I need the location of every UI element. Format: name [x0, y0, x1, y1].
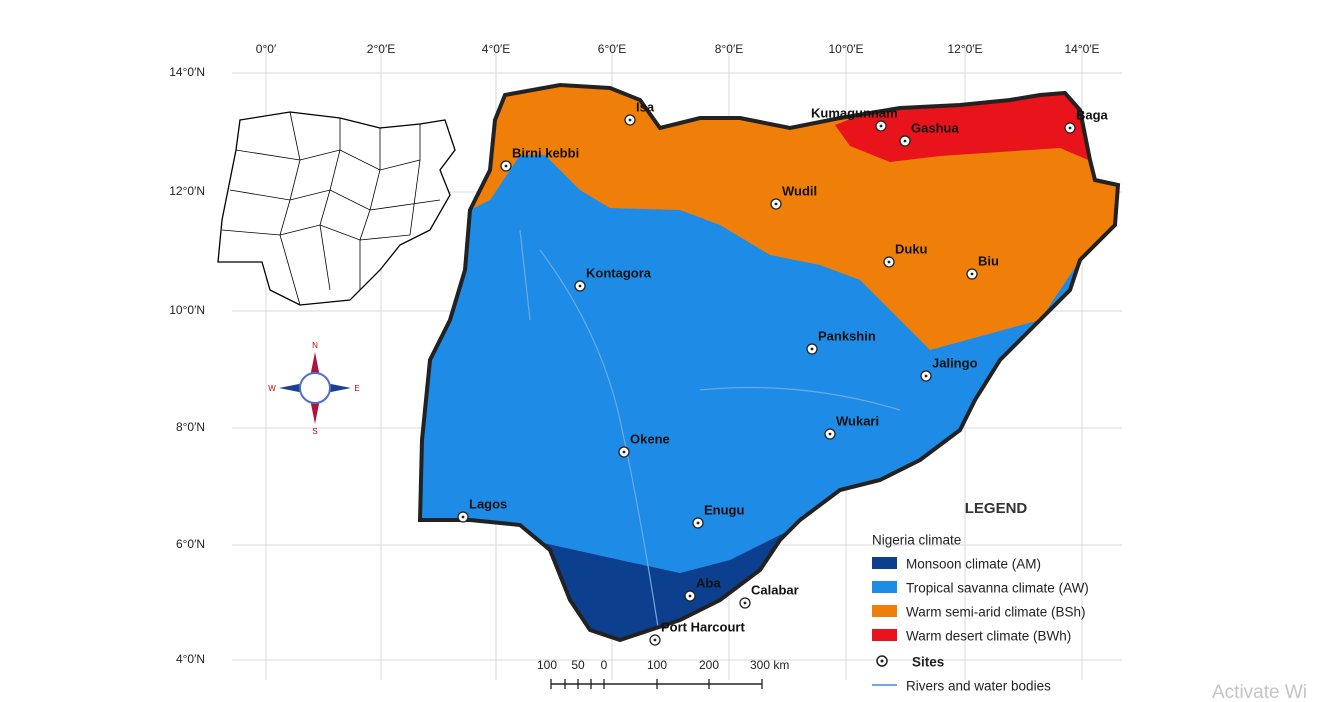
- site-dot: [688, 594, 692, 598]
- legend-label: Warm semi-arid climate (BSh): [906, 605, 1086, 620]
- site-label: Gashua: [911, 120, 959, 135]
- compass-w: W: [268, 384, 276, 393]
- legend-title: LEGEND: [965, 500, 1028, 517]
- rivers: [519, 229, 901, 640]
- lon-label: 2°0′E: [367, 42, 395, 56]
- watermark: Activate Wi: [1212, 682, 1307, 702]
- nigeria-map: [417, 82, 1121, 643]
- lon-label: 12°0′E: [947, 42, 982, 56]
- site-label: Aba: [696, 575, 721, 590]
- scale-label: 100: [647, 658, 667, 672]
- lon-label: 6°0′E: [598, 42, 626, 56]
- scale-bar: 100 50 0 100 200 300 km: [537, 658, 789, 689]
- lon-label: 14°0′E: [1064, 42, 1099, 56]
- lat-label: 14°0′N: [169, 65, 205, 79]
- compass-n: N: [312, 341, 318, 350]
- scale-label: 50: [571, 658, 585, 672]
- scale-label: 300 km: [750, 658, 789, 672]
- site-dot: [903, 139, 907, 143]
- lon-label: 0°0′: [256, 42, 277, 56]
- site-dot: [578, 284, 582, 288]
- lat-label: 12°0′N: [169, 184, 205, 198]
- site-label: Kontagora: [586, 265, 652, 280]
- compass-s: S: [312, 427, 317, 436]
- site-label: Biu: [978, 253, 999, 268]
- legend-sites: Sites: [912, 655, 944, 670]
- site-dot: [622, 450, 626, 454]
- site-label: Wudil: [782, 183, 817, 198]
- legend-group: Nigeria climate: [872, 533, 961, 548]
- site-label: Kumagunnam: [811, 105, 898, 120]
- site-label: Lagos: [469, 496, 507, 511]
- scale-label: 0: [601, 658, 608, 672]
- site-dot: [887, 260, 891, 264]
- site-dot: [879, 124, 883, 128]
- site-label: Baga: [1076, 107, 1109, 122]
- site-dot: [461, 515, 465, 519]
- legend-label: Monsoon climate (AM): [906, 557, 1041, 572]
- site-label: Enugu: [704, 502, 744, 517]
- legend-swatch: [872, 581, 897, 593]
- site-dot: [774, 202, 778, 206]
- site-dot: [924, 374, 928, 378]
- site-label: Port Harcourt: [661, 619, 745, 634]
- lon-label: 8°0′E: [715, 42, 743, 56]
- legend-swatch: [872, 605, 897, 617]
- scale-label: 100: [537, 658, 557, 672]
- compass: N S E W: [268, 341, 359, 436]
- legend-swatch: [872, 629, 897, 641]
- site-label: Duku: [895, 241, 928, 256]
- site-dot: [828, 432, 832, 436]
- site-label: Jalingo: [932, 355, 978, 370]
- legend: LEGEND Nigeria climate Sites Rivers and …: [872, 500, 1089, 694]
- site-dot: [970, 272, 974, 276]
- lon-label: 4°0′E: [482, 42, 510, 56]
- legend-swatch: [872, 557, 897, 569]
- legend-label: Tropical savanna climate (AW): [906, 581, 1089, 596]
- lat-label: 6°0′N: [176, 537, 205, 551]
- lat-label: 8°0′N: [176, 420, 205, 434]
- legend-rivers: Rivers and water bodies: [906, 679, 1051, 694]
- site-dot: [504, 164, 508, 168]
- lon-label: 10°0′E: [828, 42, 863, 56]
- country-border: [417, 82, 1121, 643]
- site-dot: [1068, 126, 1072, 130]
- site-dot: [628, 118, 632, 122]
- inset-map: [217, 111, 456, 306]
- site-dot: [810, 347, 814, 351]
- site-label: Calabar: [751, 582, 799, 597]
- legend-label: Warm desert climate (BWh): [906, 629, 1071, 644]
- site-label: Wukari: [836, 413, 879, 428]
- site-label: Birni kebbi: [512, 145, 579, 160]
- site-label: Isa: [636, 99, 655, 114]
- site-dot: [743, 601, 747, 605]
- site-label: Okene: [630, 431, 670, 446]
- monsoon-region: [530, 500, 850, 640]
- lat-label: 10°0′N: [169, 303, 205, 317]
- scale-label: 200: [699, 658, 719, 672]
- site-label: Pankshin: [818, 328, 876, 343]
- site-dot: [696, 521, 700, 525]
- site-dot: [653, 638, 657, 642]
- lat-label: 4°0′N: [176, 652, 205, 666]
- compass-e: E: [354, 384, 359, 393]
